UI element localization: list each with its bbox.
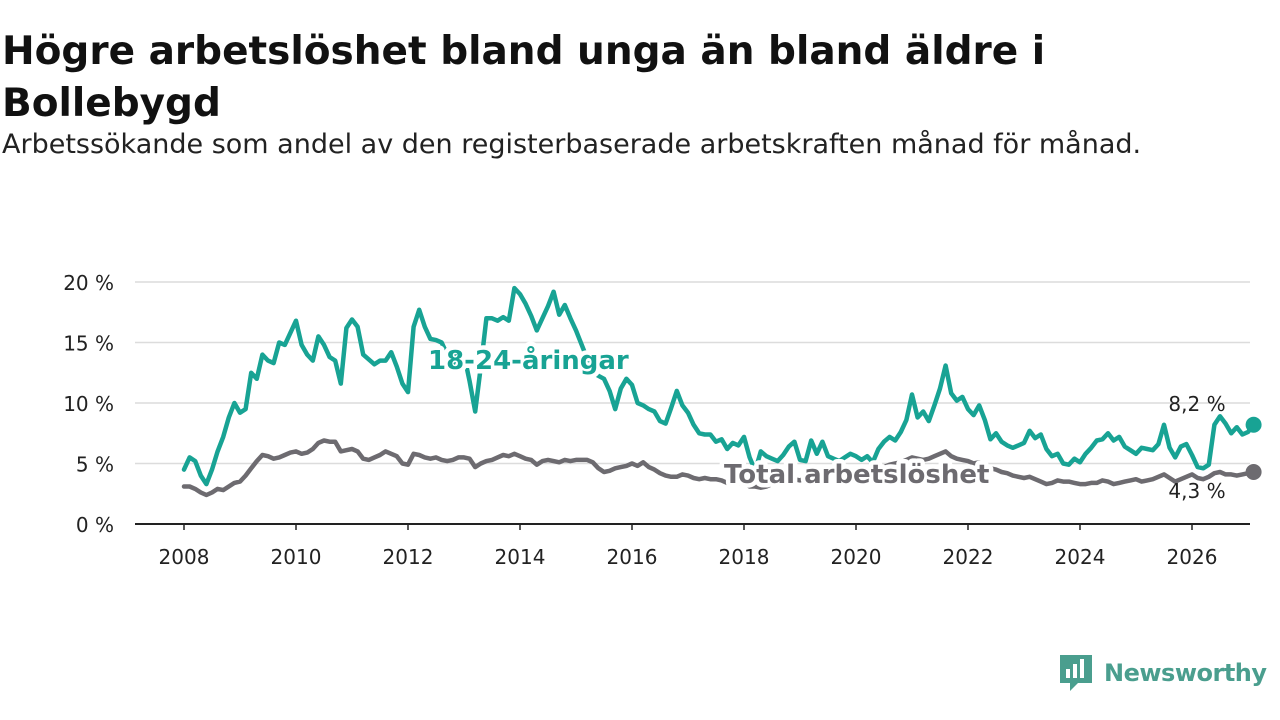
x-tick-label: 2018 <box>719 545 770 569</box>
x-tick-label: 2024 <box>1055 545 1106 569</box>
y-axis: 0 % 5 % 10 % 15 % 20 % <box>63 271 114 537</box>
y-tick-label: 10 % <box>63 392 114 416</box>
series-layer <box>181 285 1262 498</box>
grid <box>135 281 1250 465</box>
x-tick-label: 2008 <box>159 545 210 569</box>
end-value-label-total: 4,3 % <box>1168 479 1225 503</box>
y-tick-label: 15 % <box>63 332 114 356</box>
x-tick-label: 2022 <box>943 545 994 569</box>
series-label-youth: 18-24-åringar <box>428 344 629 376</box>
newsworthy-logo-icon <box>1060 655 1092 691</box>
x-axis: 2008 2010 2012 2014 2016 2018 2020 2022 2024 2026 <box>135 523 1250 569</box>
chart-subtitle: Arbetssökande som andel av den registerb… <box>2 129 1142 160</box>
y-tick-label: 20 % <box>63 271 114 295</box>
y-tick-label: 0 % <box>76 513 114 537</box>
series-label-total: Total arbetslöshet <box>724 460 989 490</box>
chart-title: Högre arbetslöshet bland unga än bland ä… <box>2 29 1046 126</box>
end-value-label-youth: 8,2 % <box>1168 392 1225 416</box>
x-tick-label: 2014 <box>495 545 546 569</box>
series-line-total-arbetslöshet <box>181 438 1256 498</box>
end-point-total-arbetslöshet <box>1245 463 1262 480</box>
brand: Newsworthy <box>1058 652 1267 694</box>
y-tick-label: 5 % <box>76 453 114 477</box>
brand-name: Newsworthy <box>1104 659 1267 687</box>
x-tick-label: 2012 <box>383 545 434 569</box>
series-label-youth-halo: 18-24-åringar <box>428 344 629 376</box>
series-line-18-24-åringar <box>181 285 1256 487</box>
x-tick-label: 2016 <box>607 545 658 569</box>
x-tick-label: 2010 <box>271 545 322 569</box>
x-tick-label: 2026 <box>1167 545 1218 569</box>
end-point-18-24-åringar <box>1245 416 1262 433</box>
x-tick-label: 2020 <box>831 545 882 569</box>
series-label-total-halo: Total arbetslöshet <box>724 460 989 490</box>
